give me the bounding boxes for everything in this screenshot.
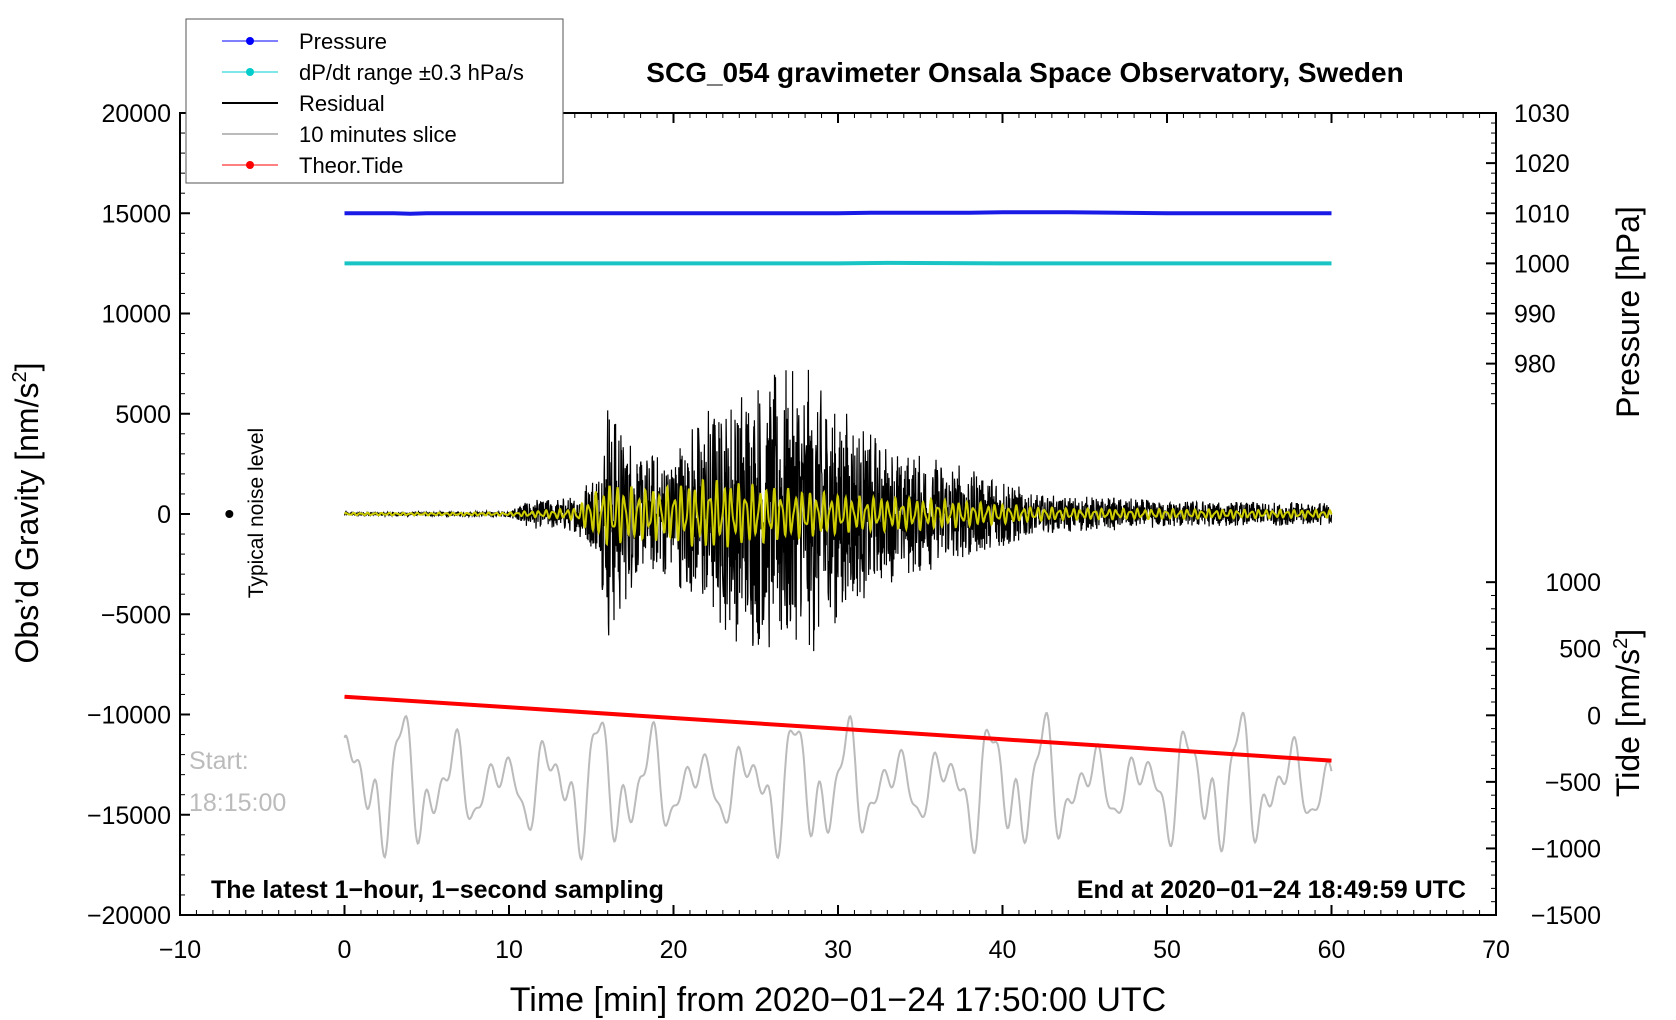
legend-entries: Pressure dP/dt range ±0.3 hPa/s Residual 10…	[222, 29, 524, 178]
tide-tick-label: 500	[1559, 636, 1601, 664]
y-tick-label: 20000	[101, 100, 171, 128]
x-tick-label: 20	[660, 936, 688, 964]
y-axis-label-gravity-main: Obs’d Gravity [nm/s	[9, 383, 45, 664]
pressure-tick-label: 1000	[1514, 250, 1570, 278]
y-tick-label: 0	[157, 501, 171, 529]
series-dpdt-line	[344, 260, 1332, 266]
x-tick-label: 30	[824, 936, 852, 964]
x-tick-label: 50	[1153, 936, 1181, 964]
y-tick-label: 10000	[101, 301, 171, 329]
tide-tick-label: 1000	[1545, 569, 1601, 597]
y-axis-ticks: 20000 15000 10000 5000 0 −5000 −10000 −15000 −20…	[87, 100, 190, 930]
y-axis-label-tide-end: ]	[1610, 629, 1646, 638]
y-tick-label: −5000	[101, 601, 171, 629]
y-axis-label-gravity: Obs’d Gravity [nm/s2]	[9, 363, 45, 664]
tide-tick-label: −1000	[1531, 835, 1601, 863]
series-filtered-line	[343, 478, 1333, 548]
pressure-tick-label: 980	[1514, 351, 1556, 379]
x-tick-label: 60	[1318, 936, 1346, 964]
series-pressure-line	[344, 210, 1332, 216]
pressure-tick-label: 1010	[1514, 200, 1570, 228]
pressure-tick-label: 1030	[1514, 100, 1570, 128]
x-tick-label: 0	[338, 936, 352, 964]
x-tick-label: 10	[495, 936, 523, 964]
x-tick-label: 70	[1482, 936, 1510, 964]
pressure-tick-label: 990	[1514, 301, 1556, 329]
legend-marker	[246, 161, 254, 169]
end-time-label: End at 2020−01−24 18:49:59 UTC	[1077, 876, 1466, 904]
y-tick-label: −20000	[87, 902, 171, 930]
y-tick-label: −10000	[87, 702, 171, 730]
legend: Pressure dP/dt range ±0.3 hPa/s Residual 10…	[185, 18, 564, 184]
y-axis-label-pressure: Pressure [hPa]	[1610, 206, 1646, 418]
y-axis-label-tide-sup: 2	[1610, 638, 1632, 649]
legend-label: Pressure	[299, 29, 387, 54]
legend-marker	[246, 68, 254, 76]
x-axis-label: Time [min] from 2020−01−24 17:50:00 UTC	[510, 981, 1166, 1019]
y-axis-label-gravity-sup: 2	[9, 371, 31, 382]
chart-title: SCG_054 gravimeter Onsala Space Observat…	[646, 57, 1403, 88]
y-axis-label-tide: Tide [nm/s2]	[1610, 629, 1646, 797]
y-tick-label: −15000	[87, 802, 171, 830]
tide-tick-label: −500	[1545, 769, 1601, 797]
sampling-label: The latest 1−hour, 1−second sampling	[211, 876, 664, 904]
legend-box	[185, 18, 564, 184]
series-10min-slice-line	[343, 711, 1333, 862]
pressure-axis-ticks: 1030 1020 1010 1000 990 980	[1486, 100, 1570, 405]
x-tick-label: −10	[159, 936, 201, 964]
pressure-tick-label: 1020	[1514, 150, 1570, 178]
series-group	[343, 210, 1333, 862]
legend-label: Theor.Tide	[299, 153, 403, 178]
legend-label: Residual	[299, 91, 385, 116]
start-label: Start:	[189, 747, 249, 775]
x-axis-ticks: −10 0 10 20 30 40 50 60 70	[159, 113, 1510, 964]
tide-axis-ticks: 1000 500 0 −500 −1000 −1500	[1486, 569, 1601, 930]
noise-level-label: Typical noise level	[245, 428, 268, 598]
noise-level-point	[225, 510, 234, 518]
series-tide-line	[344, 694, 1332, 763]
start-time: 18:15:00	[189, 789, 286, 817]
tide-tick-label: 0	[1587, 702, 1601, 730]
y-axis-label-gravity-end: ]	[9, 363, 45, 372]
y-tick-label: 5000	[115, 401, 171, 429]
legend-label: dP/dt range ±0.3 hPa/s	[299, 60, 524, 85]
y-tick-label: 15000	[101, 200, 171, 228]
tide-tick-label: −1500	[1531, 902, 1601, 930]
y-axis-label-tide-main: Tide [nm/s	[1610, 649, 1646, 797]
legend-label: 10 minutes slice	[299, 122, 457, 147]
legend-marker	[246, 37, 254, 45]
series-residual-line	[343, 369, 1333, 652]
x-tick-label: 40	[989, 936, 1017, 964]
